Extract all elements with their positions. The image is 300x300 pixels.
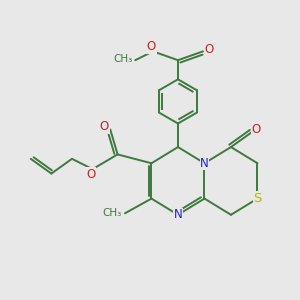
Text: N: N: [174, 208, 182, 221]
Text: N: N: [200, 157, 209, 170]
Text: O: O: [100, 120, 109, 133]
Text: CH₃: CH₃: [102, 208, 122, 218]
Text: CH₃: CH₃: [113, 54, 132, 64]
Text: S: S: [253, 192, 262, 205]
Text: O: O: [204, 44, 214, 56]
Text: O: O: [147, 40, 156, 53]
Text: O: O: [86, 168, 96, 181]
Text: O: O: [251, 123, 261, 136]
